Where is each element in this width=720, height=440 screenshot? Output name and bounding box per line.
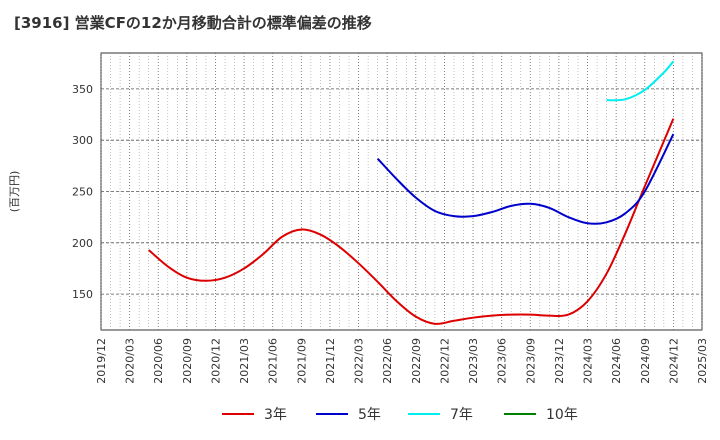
x-tick-label: 2020/06: [152, 338, 165, 384]
y-tick-label: 300: [72, 134, 93, 147]
x-tick-label: 2021/06: [267, 338, 280, 384]
x-tick-label: 2019/12: [95, 338, 108, 384]
x-tick-label: 2023/12: [553, 338, 566, 384]
y-tick-label: 350: [72, 83, 93, 96]
x-tick-label: 2024/06: [610, 338, 623, 384]
legend-label-5年: 5年: [358, 407, 381, 423]
y-tick-label: 200: [72, 237, 93, 250]
x-tick-label: 2020/12: [209, 338, 222, 384]
x-tick-label: 2021/03: [238, 338, 251, 384]
y-axis-label: (百万円): [8, 171, 21, 213]
legend-label-3年: 3年: [264, 407, 287, 423]
x-tick-label: 2023/03: [467, 338, 480, 384]
x-tick-label: 2023/09: [524, 338, 537, 384]
series-line-5年: [376, 133, 675, 225]
x-tick-label: 2023/06: [496, 338, 509, 384]
x-tick-label: 2022/09: [410, 338, 423, 384]
x-tick-label: 2024/09: [639, 338, 652, 384]
y-tick-label: 150: [72, 288, 93, 301]
x-tick-label: 2020/03: [124, 338, 137, 384]
x-tick-label: 2022/12: [438, 338, 451, 384]
y-tick-label: 250: [72, 186, 93, 199]
x-tick-label: 2020/09: [181, 338, 194, 384]
x-tick-label: 2021/12: [324, 338, 337, 384]
x-tick-label: 2022/03: [353, 338, 366, 384]
x-tick-label: 2025/03: [696, 338, 709, 384]
series-line-3年: [148, 118, 675, 325]
legend-label-10年: 10年: [546, 407, 578, 423]
x-tick-label: 2024/03: [582, 338, 595, 384]
chart-title: [3916] 営業CFの12か月移動合計の標準偏差の推移: [14, 14, 372, 32]
x-tick-label: 2021/09: [295, 338, 308, 384]
legend-label-7年: 7年: [450, 407, 473, 423]
x-tick-label: 2022/06: [381, 338, 394, 384]
series-line-7年: [606, 60, 675, 102]
x-tick-label: 2024/12: [667, 338, 680, 384]
